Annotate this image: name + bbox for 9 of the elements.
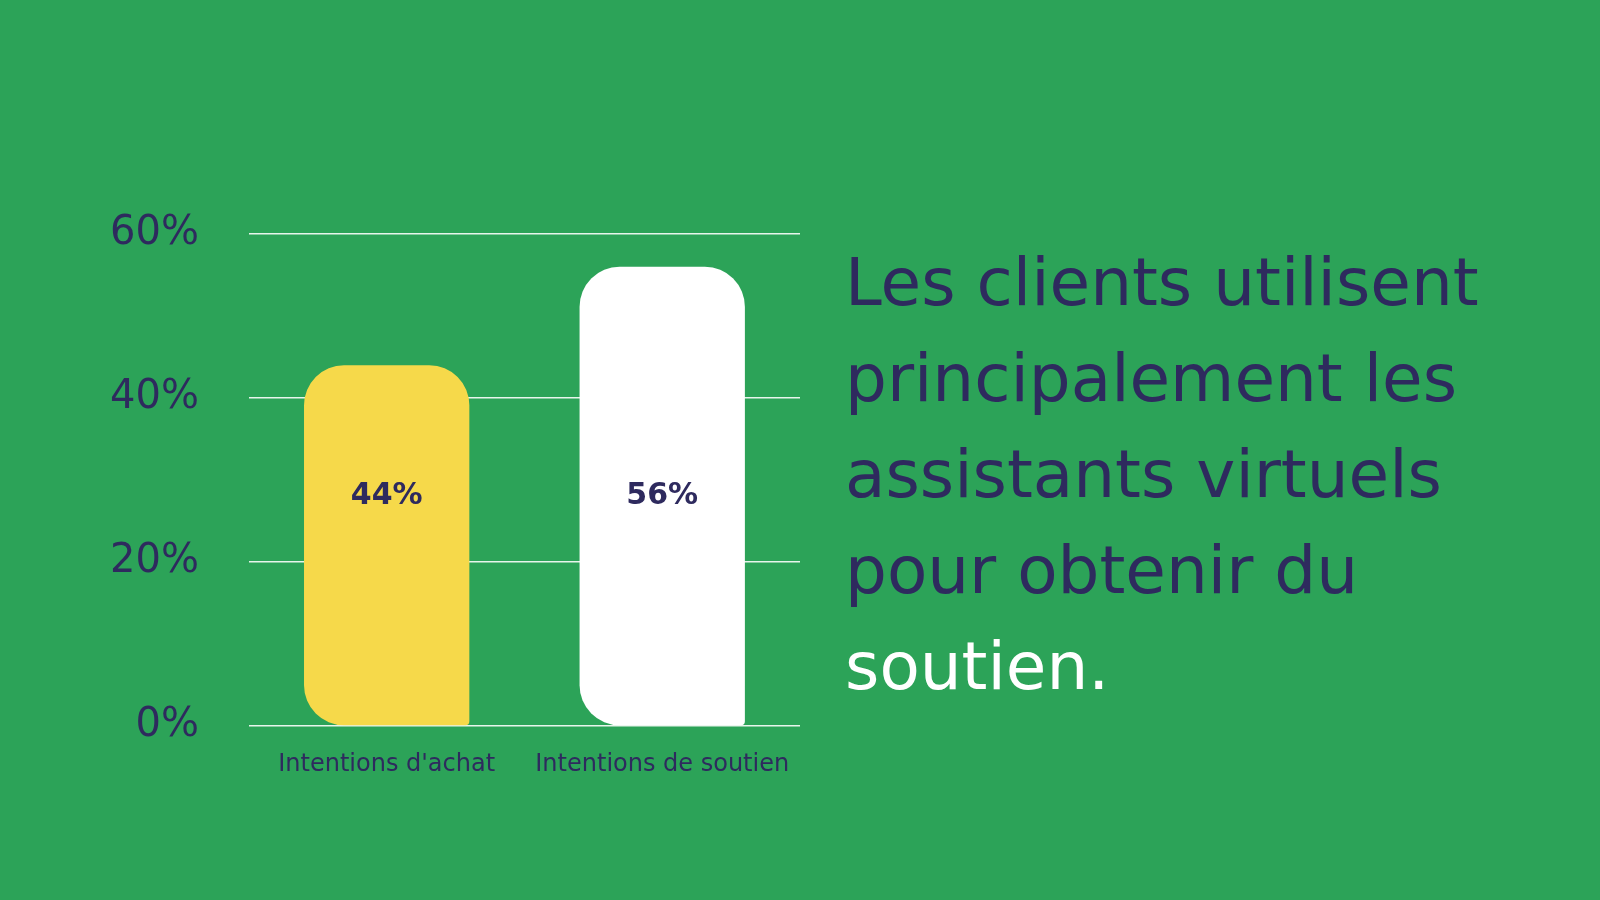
y-tick-label: 20% xyxy=(110,535,199,582)
x-tick-label: Intentions de soutien xyxy=(535,748,790,777)
data-label: 56% xyxy=(626,476,699,512)
text: Les clients utilisent principalement les assistants virtuels pour obtenir du soutien. xyxy=(845,243,1480,707)
y-tick-label: 0% xyxy=(135,699,199,746)
x-tick-label: Intentions d'achat xyxy=(278,748,496,777)
y-tick-label: 60% xyxy=(110,207,199,254)
data-label: 44% xyxy=(350,476,423,512)
y-tick-label: 40% xyxy=(110,371,199,418)
